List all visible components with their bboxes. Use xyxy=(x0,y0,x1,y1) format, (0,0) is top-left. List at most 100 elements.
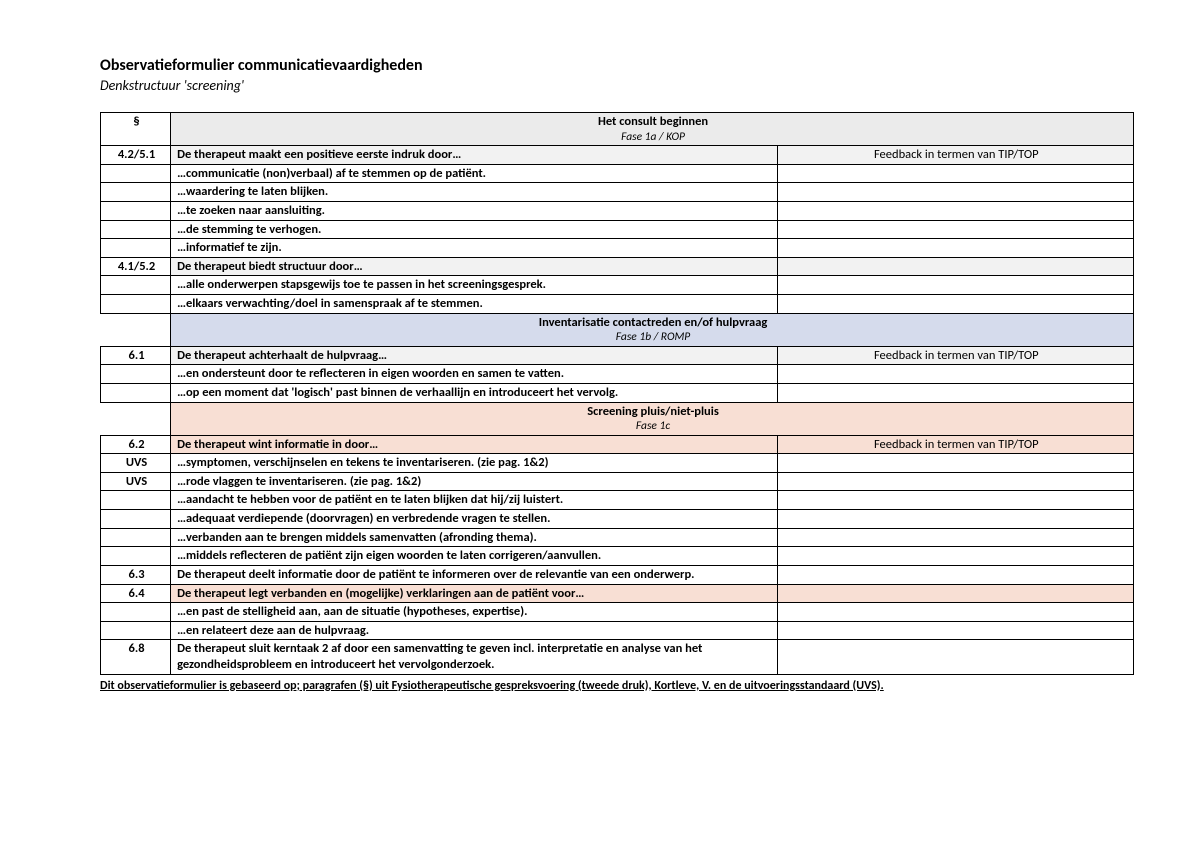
feedback-cell[interactable] xyxy=(777,547,1133,566)
row-text: De therapeut legt verbanden en (mogelijk… xyxy=(171,584,778,603)
section-3-title: Screening pluis/niet-pluis xyxy=(177,404,1129,420)
feedback-header: Feedback in termen van TIP/TOP xyxy=(777,435,1133,454)
row-text: …informatief te zijn. xyxy=(171,239,778,258)
section-3-heading: Screening pluis/niet-pluis Fase 1c xyxy=(171,402,1134,435)
feedback-header: Feedback in termen van TIP/TOP xyxy=(777,346,1133,365)
feedback-cell[interactable] xyxy=(777,365,1133,384)
table-row: …en relateert deze aan de hulpvraag. xyxy=(101,621,1134,640)
page-subtitle: Denkstructuur 'screening' xyxy=(100,77,1134,94)
table-row: …alle onderwerpen stapsgewijs toe te pas… xyxy=(101,276,1134,295)
row-code xyxy=(101,239,171,258)
row-code: UVS xyxy=(101,454,171,473)
feedback-cell[interactable] xyxy=(777,257,1133,276)
table-row: …aandacht te hebben voor de patiënt en t… xyxy=(101,491,1134,510)
row-code xyxy=(101,603,171,622)
row-text: …rode vlaggen te inventariseren. (zie pa… xyxy=(171,472,778,491)
section-2-sub: Fase 1b / ROMP xyxy=(177,330,1129,344)
row-text: …aandacht te hebben voor de patiënt en t… xyxy=(171,491,778,510)
row-text: …verbanden aan te brengen middels samenv… xyxy=(171,528,778,547)
table-row: …de stemming te verhogen. xyxy=(101,220,1134,239)
row-code xyxy=(101,164,171,183)
row-text: …middels reflecteren de patiënt zijn eig… xyxy=(171,547,778,566)
table-row: …waardering te laten blijken. xyxy=(101,183,1134,202)
table-row: …op een moment dat 'logisch' past binnen… xyxy=(101,383,1134,402)
table-row: …te zoeken naar aansluiting. xyxy=(101,201,1134,220)
table-row: UVS …symptomen, verschijnselen en tekens… xyxy=(101,454,1134,473)
row-code xyxy=(101,295,171,314)
table-row: …adequaat verdiepende (doorvragen) en ve… xyxy=(101,510,1134,529)
feedback-cell[interactable] xyxy=(777,510,1133,529)
feedback-cell[interactable] xyxy=(777,640,1133,674)
page: Observatieformulier communicatievaardigh… xyxy=(0,0,1200,848)
row-text: …alle onderwerpen stapsgewijs toe te pas… xyxy=(171,276,778,295)
feedback-cell[interactable] xyxy=(777,584,1133,603)
row-text: …communicatie (non)verbaal) af te stemme… xyxy=(171,164,778,183)
row-code xyxy=(101,201,171,220)
table-row: UVS …rode vlaggen te inventariseren. (zi… xyxy=(101,472,1134,491)
table-row: 4.1/5.2 De therapeut biedt structuur doo… xyxy=(101,257,1134,276)
row-text: …en past de stelligheid aan, aan de situ… xyxy=(171,603,778,622)
row-code xyxy=(101,491,171,510)
row-code xyxy=(101,220,171,239)
table-row: …verbanden aan te brengen middels samenv… xyxy=(101,528,1134,547)
feedback-header: Feedback in termen van TIP/TOP xyxy=(777,146,1133,165)
row-text: …en ondersteunt door te reflecteren in e… xyxy=(171,365,778,384)
row-text: …symptomen, verschijnselen en tekens te … xyxy=(171,454,778,473)
row-code xyxy=(101,365,171,384)
row-text: De therapeut sluit kerntaak 2 af door ee… xyxy=(171,640,778,674)
table-row: 4.2/5.1 De therapeut maakt een positieve… xyxy=(101,146,1134,165)
table-row: 6.3 De therapeut deelt informatie door d… xyxy=(101,565,1134,584)
table-row: 6.4 De therapeut legt verbanden en (moge… xyxy=(101,584,1134,603)
feedback-cell[interactable] xyxy=(777,295,1133,314)
section-1-heading: Het consult beginnen Fase 1a / KOP xyxy=(171,113,1134,146)
feedback-cell[interactable] xyxy=(777,164,1133,183)
row-code: 6.3 xyxy=(101,565,171,584)
row-code xyxy=(101,621,171,640)
row-text: …te zoeken naar aansluiting. xyxy=(171,201,778,220)
observation-table: § Het consult beginnen Fase 1a / KOP 4.2… xyxy=(100,112,1134,675)
row-code xyxy=(101,528,171,547)
section-3-sub: Fase 1c xyxy=(177,419,1129,433)
row-text: …elkaars verwachting/doel in samenspraak… xyxy=(171,295,778,314)
section-3-header: Screening pluis/niet-pluis Fase 1c xyxy=(101,402,1134,435)
feedback-cell[interactable] xyxy=(777,565,1133,584)
page-title: Observatieformulier communicatievaardigh… xyxy=(100,56,1134,75)
section-1-title: Het consult beginnen xyxy=(177,114,1129,130)
table-row: …elkaars verwachting/doel in samenspraak… xyxy=(101,295,1134,314)
row-text: …waardering te laten blijken. xyxy=(171,183,778,202)
row-code: 6.4 xyxy=(101,584,171,603)
feedback-cell[interactable] xyxy=(777,276,1133,295)
row-code xyxy=(101,276,171,295)
row-code: UVS xyxy=(101,472,171,491)
table-row: 6.8 De therapeut sluit kerntaak 2 af doo… xyxy=(101,640,1134,674)
feedback-cell[interactable] xyxy=(777,528,1133,547)
table-row: …middels reflecteren de patiënt zijn eig… xyxy=(101,547,1134,566)
feedback-cell[interactable] xyxy=(777,491,1133,510)
row-code: 6.1 xyxy=(101,346,171,365)
feedback-cell[interactable] xyxy=(777,220,1133,239)
feedback-cell[interactable] xyxy=(777,239,1133,258)
section-2-heading: Inventarisatie contactreden en/of hulpvr… xyxy=(171,313,1134,346)
feedback-cell[interactable] xyxy=(777,621,1133,640)
row-code: 6.8 xyxy=(101,640,171,674)
row-text: De therapeut wint informatie in door… xyxy=(171,435,778,454)
feedback-cell[interactable] xyxy=(777,383,1133,402)
row-code: 6.2 xyxy=(101,435,171,454)
feedback-cell[interactable] xyxy=(777,603,1133,622)
feedback-cell[interactable] xyxy=(777,454,1133,473)
row-text: …adequaat verdiepende (doorvragen) en ve… xyxy=(171,510,778,529)
row-code xyxy=(101,547,171,566)
feedback-cell[interactable] xyxy=(777,183,1133,202)
feedback-cell[interactable] xyxy=(777,472,1133,491)
row-code xyxy=(101,313,171,346)
row-code: 4.2/5.1 xyxy=(101,146,171,165)
row-text: …en relateert deze aan de hulpvraag. xyxy=(171,621,778,640)
row-code xyxy=(101,402,171,435)
row-text: De therapeut deelt informatie door de pa… xyxy=(171,565,778,584)
section-1-header: § Het consult beginnen Fase 1a / KOP xyxy=(101,113,1134,146)
row-text: …de stemming te verhogen. xyxy=(171,220,778,239)
table-row: 6.1 De therapeut achterhaalt de hulpvraa… xyxy=(101,346,1134,365)
table-row: …en ondersteunt door te reflecteren in e… xyxy=(101,365,1134,384)
row-code xyxy=(101,183,171,202)
feedback-cell[interactable] xyxy=(777,201,1133,220)
